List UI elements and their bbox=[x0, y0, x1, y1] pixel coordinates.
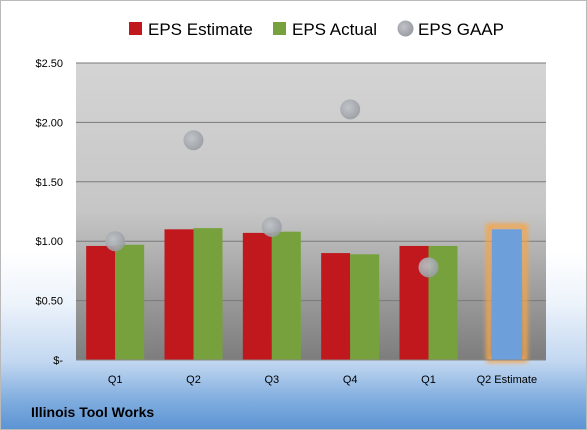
legend-label: EPS GAAP bbox=[418, 20, 504, 39]
y-tick-label: $0.50 bbox=[35, 296, 63, 308]
legend: EPS Estimate EPS Actual EPS GAAP bbox=[129, 20, 504, 39]
dot-eps-gaap bbox=[183, 130, 204, 151]
axes: $- $0.50 $1.00 $1.50 $2.00 $2.50 Q1 Q2 Q3 Q4 Q1 Q2 … bbox=[35, 58, 546, 386]
x-tick-label: Q2 bbox=[186, 374, 201, 386]
legend-label: EPS Estimate bbox=[148, 20, 253, 39]
bar-q2-estimate bbox=[491, 229, 522, 360]
bar-eps-estimate bbox=[242, 232, 272, 360]
legend-swatch bbox=[273, 22, 286, 35]
x-tick-label: Q1 bbox=[421, 374, 436, 386]
dot-eps-gaap bbox=[261, 216, 282, 237]
gaap-dots bbox=[105, 99, 439, 278]
legend-label: EPS Actual bbox=[292, 20, 377, 39]
dot-eps-gaap bbox=[105, 231, 126, 252]
legend-swatch bbox=[397, 20, 414, 37]
bar-eps-actual bbox=[350, 254, 380, 360]
x-tick-label: Q3 bbox=[264, 374, 279, 386]
bar-eps-actual bbox=[271, 231, 301, 360]
bar-eps-estimate bbox=[86, 245, 116, 360]
bar-eps-actual bbox=[193, 228, 223, 360]
bars bbox=[86, 223, 528, 363]
y-tick-label: $1.00 bbox=[35, 236, 63, 248]
bar-eps-estimate bbox=[321, 253, 351, 360]
x-tick-label: Q1 bbox=[108, 374, 123, 386]
y-tick-label: $1.50 bbox=[35, 177, 63, 189]
plot-area bbox=[76, 63, 546, 360]
legend-swatch bbox=[129, 22, 142, 35]
gridlines bbox=[76, 62, 546, 302]
dot-eps-gaap bbox=[418, 257, 439, 278]
company-name: Illinois Tool Works bbox=[31, 404, 154, 420]
y-tick-label: $2.50 bbox=[35, 58, 63, 70]
y-tick-label: $- bbox=[53, 355, 63, 367]
x-tick-label: Q2 Estimate bbox=[477, 374, 538, 386]
bar-eps-estimate bbox=[164, 229, 194, 360]
y-tick-label: $2.00 bbox=[35, 117, 63, 129]
bar-eps-actual bbox=[115, 244, 145, 360]
dot-eps-gaap bbox=[340, 99, 361, 120]
x-tick-label: Q4 bbox=[343, 374, 358, 386]
